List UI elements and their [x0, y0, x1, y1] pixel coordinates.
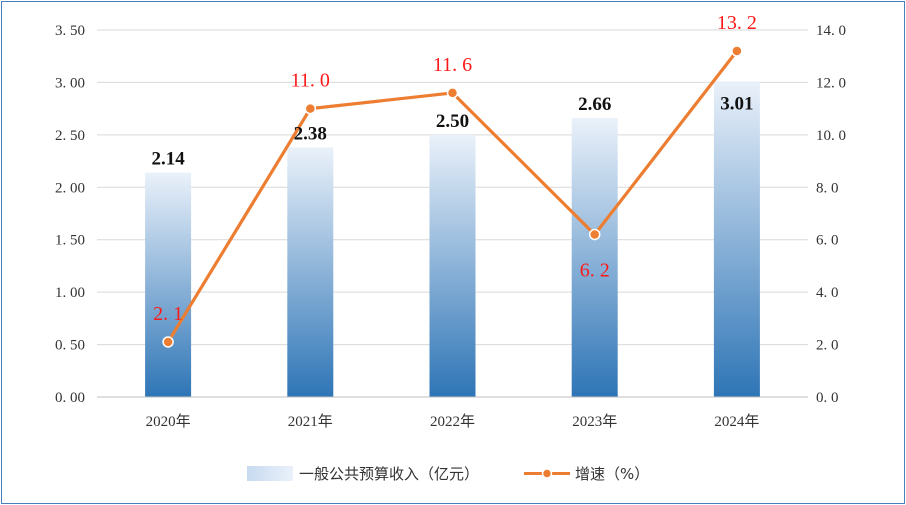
y-right-tick-label: 4. 0	[816, 285, 839, 301]
bar-value-label: 2.38	[294, 123, 327, 144]
bar	[713, 81, 760, 397]
legend: 一般公共预算收入（亿元） 增速（%）	[247, 465, 649, 483]
y-right-tick-label: 2. 0	[816, 338, 839, 354]
data-labels: 2.14 2.38 2.50 2.66 3.01 2. 1 11. 0 11. 6 6. 2 13…	[151, 12, 756, 325]
y-right-tick-label: 10. 0	[816, 128, 846, 144]
x-tick-label: 2024年	[714, 413, 759, 430]
y-left-tick-label: 3. 50	[55, 23, 85, 39]
line-value-label: 6. 2	[580, 259, 610, 281]
y-right-tick-label: 6. 0	[816, 233, 839, 249]
line-value-label: 11. 0	[291, 70, 330, 92]
line-point	[304, 102, 317, 115]
bar-value-label: 3.01	[720, 93, 753, 114]
y-right-tick-label: 14. 0	[816, 23, 846, 39]
y-left-tick-label: 1. 50	[55, 233, 85, 249]
line-value-label: 13. 2	[717, 12, 757, 34]
legend-bar-label: 一般公共预算收入（亿元）	[299, 465, 479, 483]
y-left-tick-label: 1. 00	[55, 285, 85, 301]
bar-value-label: 2.14	[151, 149, 185, 170]
line-point	[588, 228, 601, 241]
bar	[429, 134, 476, 397]
y-right-tick-label: 0. 0	[816, 390, 839, 406]
bar	[287, 147, 334, 397]
y-right-tick-label: 12. 0	[816, 75, 846, 91]
bar	[571, 118, 618, 397]
line-point	[731, 45, 743, 57]
line-point	[162, 336, 174, 348]
line-point	[446, 87, 459, 99]
bar-value-label: 2.50	[436, 111, 469, 132]
axes: 0. 00 0. 50 1. 00 1. 50 2. 00 2. 50 3. 00 3. 50…	[55, 23, 846, 430]
line-value-label: 11. 6	[433, 54, 472, 76]
y-left-tick-label: 0. 50	[55, 338, 85, 354]
y-left-tick-label: 3. 00	[55, 75, 85, 91]
x-tick-label: 2021年	[288, 413, 333, 430]
x-tick-label: 2023年	[572, 413, 617, 430]
line-value-label: 2. 1	[153, 303, 183, 325]
y-left-tick-label: 2. 50	[55, 128, 85, 144]
legend-line-label: 增速（%）	[575, 465, 649, 483]
x-tick-label: 2020年	[146, 413, 191, 430]
y-left-tick-label: 2. 00	[55, 180, 85, 196]
y-left-tick-label: 0. 00	[55, 390, 85, 406]
bar-value-label: 2.66	[578, 94, 611, 115]
bar	[145, 172, 192, 397]
legend-line-marker	[541, 468, 553, 479]
bar-series	[145, 81, 760, 397]
x-tick-label: 2022年	[430, 413, 475, 430]
legend-bar-swatch	[247, 466, 293, 481]
y-right-tick-label: 8. 0	[816, 180, 839, 196]
line-series	[162, 45, 743, 348]
